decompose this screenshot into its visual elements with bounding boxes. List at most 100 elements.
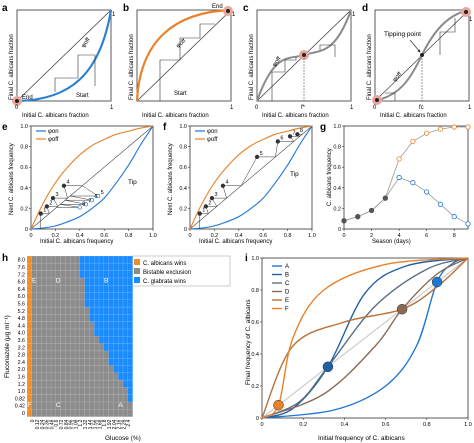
x-tick-label: 4 [398,233,401,239]
x-tick-label: 1.8 [102,419,108,426]
heatmap-cell [36,358,42,366]
point-label: 4 [66,180,69,186]
heatmap-cell [36,372,42,381]
heatmap-cell [103,277,109,286]
heatmap-cell [51,329,56,337]
heatmap-cell [51,277,56,286]
heatmap-cell [46,350,52,359]
heatmap-cell [79,402,85,410]
y-tick-label: 1.0 [18,389,25,395]
heatmap-cell [60,270,66,279]
heatmap-cell [84,365,90,373]
heatmap-cell [113,350,119,359]
heatmap-cell [75,358,80,366]
x-tick-label: 1.32 [83,419,89,429]
heatmap-cell [94,365,100,373]
heatmap-cell [46,387,52,395]
heatmap-cell [70,358,76,366]
heatmap-cell [55,321,61,330]
y-tick-label: 0.6 [179,165,187,171]
y-tick-label: 0.82 [15,396,25,402]
low-dot [375,98,379,102]
data-point [451,214,457,220]
heatmap-cell [31,314,37,322]
heatmap-cell [75,372,80,381]
heatmap-cell [70,336,76,344]
heatmap-cell [103,358,109,366]
heatmap-cell [70,409,76,417]
heatmap-cell [94,372,100,381]
cobweb-point [38,211,43,216]
heatmap-cell [118,380,124,388]
heatmap-cell [60,314,66,322]
heatmap-cell [123,299,128,308]
panel-letter: i [245,253,248,264]
point-label: 7 [293,130,296,136]
heatmap-cell [89,256,95,264]
data-point [451,124,457,130]
heatmap-cell [94,270,100,279]
y-tick-label: 0.42 [15,404,25,410]
heatmap-cell [84,394,90,403]
y-end: 1 [469,17,473,23]
heatmap-cell [55,307,61,315]
x-axis-label: Season (days) [372,239,411,245]
heatmap-cell [75,321,80,330]
heatmap-cell [99,380,104,388]
heatmap-cell [103,307,109,315]
heatmap-cell [84,270,90,279]
point-label: 2 [49,200,52,206]
panel-d: d Tipping point φoff fc 0 1 1 Initial C.… [362,3,473,119]
heatmap-cell [113,372,119,381]
heatmap-cell [79,372,85,381]
heatmap-cell [70,380,76,388]
y-axis-label: Next C. albicans frequency [9,143,15,215]
heatmap-cell [65,270,71,279]
heatmap-cell [89,350,95,359]
region-label: C [56,402,61,409]
heatmap-cell [70,394,76,403]
panel-g: g Season (days) C. albicans frequency 0 2… [320,122,471,245]
y-tick-label: 0.8 [20,145,28,151]
x-tick-label: 2.28 [121,419,127,429]
heatmap-cell [127,343,133,352]
heatmap-cell [118,409,124,417]
heatmap-cell [123,409,128,417]
heatmap-cell [46,372,52,381]
heatmap-cell [60,372,66,381]
heatmap-cell [79,256,85,264]
heatmap-cell [31,343,37,352]
heatmap-cell [75,409,80,417]
x-end: 1 [350,105,354,111]
heatmap-cell [108,270,114,279]
heatmap-cell [51,263,56,271]
heatmap-cell [36,299,42,308]
x-tick-label: 1.92 [107,419,113,429]
heatmap-cell [89,394,95,403]
panel-letter: d [362,3,368,14]
heatmap-cell [46,343,52,352]
heatmap-cell [60,263,66,271]
y-tick-label: 2.4 [18,360,25,366]
heatmap-cell [60,394,66,403]
heatmap-cell [36,365,42,373]
start-label: Start [76,93,89,99]
heatmap-cell [118,343,124,352]
y-axis-label: Final C. albicans fraction [367,34,373,100]
heatmap-cell [99,263,104,271]
heatmap-cell [75,350,80,359]
heatmap-cell [46,285,52,293]
heatmap-cell [94,277,100,286]
heatmap-cell [123,387,128,395]
x-axis-label: Initial C. albicans frequency [40,239,113,245]
curve-B [261,257,469,419]
x-tick-label: 0 [260,422,263,428]
heatmap-cell [99,350,104,359]
data-point [368,207,375,214]
point-label: 3 [214,192,217,198]
heatmap-cell [123,358,128,366]
heatmap-cell [51,358,56,366]
heatmap-cell [75,314,80,322]
heatmap-cell [46,321,52,330]
